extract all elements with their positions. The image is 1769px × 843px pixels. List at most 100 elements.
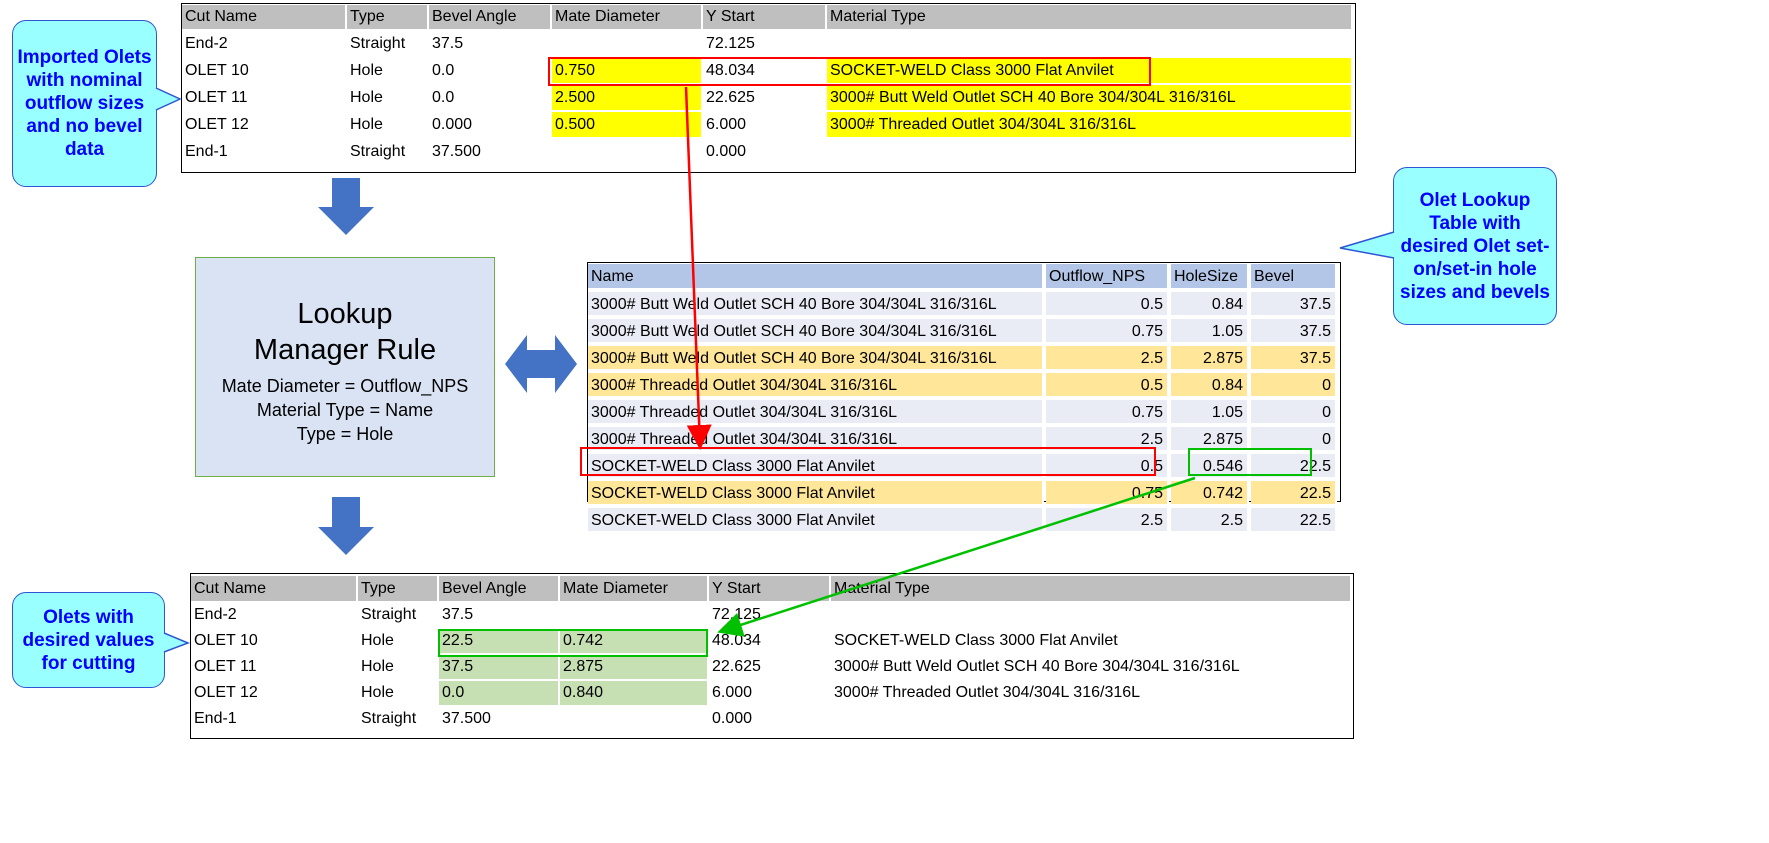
- table-row: 3000# Threaded Outlet 304/304L 316/316L 0…: [588, 400, 1340, 427]
- table-cell: 3000# Threaded Outlet 304/304L 316/316L: [588, 400, 1044, 425]
- table-cell: 0.750: [552, 58, 701, 83]
- column-header: Bevel Angle: [429, 5, 550, 29]
- table-cell: 0.0: [439, 681, 558, 705]
- table-cell: 6.000: [712, 684, 753, 701]
- table-cell: 0.5: [1046, 373, 1169, 398]
- table-cell: 2.5: [1046, 508, 1169, 533]
- table-cell: Hole: [350, 116, 383, 133]
- table-cell: 22.5: [1251, 508, 1337, 533]
- table-cell: Hole: [350, 89, 383, 106]
- rule-title: Lookup Manager Rule: [253, 298, 437, 366]
- lookup-manager-rule: Lookup Manager Rule Mate Diameter = Outf…: [195, 257, 495, 477]
- table-cell: Straight: [361, 710, 417, 727]
- table-cell: 22.5: [1251, 481, 1337, 506]
- table-cell: 2.5: [1171, 508, 1249, 533]
- table-row: SOCKET-WELD Class 3000 Flat Anvilet 2.5 2.…: [588, 508, 1340, 535]
- table-cell: 0.840: [560, 681, 707, 705]
- table-row: 3000# Butt Weld Outlet SCH 40 Bore 304/3…: [588, 292, 1340, 319]
- table-row: 3000# Butt Weld Outlet SCH 40 Bore 304/3…: [588, 319, 1340, 346]
- table-row: 3000# Threaded Outlet 304/304L 316/316L 0…: [588, 373, 1340, 400]
- table-cell: 2.5: [1046, 346, 1169, 371]
- column-header: HoleSize: [1171, 264, 1249, 290]
- table-cell: Hole: [361, 632, 394, 649]
- result-olets-table: Cut Name Type Bevel Angle Mate Diameter Y St…: [190, 573, 1354, 739]
- table-cell: 37.5: [1251, 292, 1337, 317]
- table-cell: 0: [1251, 400, 1337, 425]
- table-cell: 0: [1251, 373, 1337, 398]
- table-cell: 0.742: [1171, 481, 1249, 506]
- table-cell: 0.0: [432, 89, 455, 106]
- table-cell: [831, 707, 1350, 731]
- table-cell: 3000# Butt Weld Outlet SCH 40 Bore 304/3…: [588, 319, 1044, 344]
- column-header: Y Start: [709, 576, 829, 601]
- table-cell: Hole: [361, 684, 394, 701]
- table-cell: 72.125: [706, 35, 755, 52]
- table-cell: OLET 10: [185, 62, 249, 79]
- table-cell: [827, 31, 1351, 56]
- table-cell: 37.5: [432, 35, 464, 52]
- table-cell: SOCKET-WELD Class 3000 Flat Anvilet: [834, 632, 1118, 649]
- table-cell: 1.05: [1171, 319, 1249, 344]
- column-header: Bevel Angle: [439, 576, 558, 601]
- table-row: 3000# Butt Weld Outlet SCH 40 Bore 304/3…: [588, 346, 1340, 373]
- green-highlight-result: [438, 629, 708, 657]
- down-arrow-icon: [318, 178, 374, 235]
- table-cell: OLET 10: [194, 632, 258, 649]
- column-header: Material Type: [827, 5, 1351, 29]
- table-cell: 0.75: [1046, 481, 1169, 506]
- table-cell: 2.500: [552, 85, 701, 110]
- table-cell: End-2: [194, 606, 237, 623]
- table-cell: Hole: [350, 62, 383, 79]
- column-header: Cut Name: [182, 5, 345, 29]
- table-cell: 1.05: [1171, 400, 1249, 425]
- table-cell: 2.875: [1171, 346, 1249, 371]
- table-cell: 6.000: [706, 116, 747, 133]
- table-header: Name Outflow_NPS HoleSize Bevel: [588, 264, 1340, 292]
- callout-text: Olets with desired values for cutting: [22, 606, 155, 674]
- table-cell: 0.5: [1046, 292, 1169, 317]
- table-cell: Straight: [350, 143, 406, 160]
- table-cell: 37.5: [1251, 346, 1337, 371]
- table-cell: 22.5: [439, 629, 558, 653]
- column-header: Mate Diameter: [560, 576, 707, 601]
- table-cell: [831, 603, 1350, 627]
- table-cell: 37.500: [442, 710, 491, 727]
- table-cell: 0.75: [1046, 400, 1169, 425]
- table-cell: 0: [1251, 427, 1337, 452]
- table-cell: 3000# Threaded Outlet 304/304L 316/316L: [834, 684, 1141, 701]
- red-highlight-imported: [548, 57, 1151, 86]
- column-header: Y Start: [703, 5, 825, 29]
- table-cell: 3000# Butt Weld Outlet SCH 40 Bore 304/3…: [834, 658, 1240, 675]
- table-row: OLET 11 Hole 0.0 2.500 22.625 3000# Butt Weld…: [182, 85, 1355, 112]
- table-cell: 0.500: [552, 112, 701, 137]
- callout-imported: Imported Olets with nominal outflow size…: [12, 20, 157, 187]
- table-row: OLET 12 Hole 0.0 0.840 6.000 3000# Threaded O…: [191, 681, 1353, 707]
- table-cell: SOCKET-WELD Class 3000 Flat Anvilet: [588, 481, 1044, 506]
- rule-line-2: Material Type = Name: [256, 400, 434, 420]
- table-cell: [827, 139, 1351, 164]
- column-header: Material Type: [831, 576, 1350, 601]
- table-cell: Straight: [361, 606, 417, 623]
- table-cell: 22.5: [1251, 454, 1337, 479]
- callout-text: Imported Olets with nominal outflow size…: [17, 47, 152, 160]
- table-cell: 22.625: [712, 658, 761, 675]
- table-cell: OLET 11: [185, 89, 248, 106]
- table-cell: 3000# Threaded Outlet 304/304L 316/316L: [827, 112, 1351, 137]
- rule-line-1: Mate Diameter = Outflow_NPS: [221, 376, 469, 396]
- table-cell: End-2: [185, 35, 228, 52]
- table-cell: 3000# Butt Weld Outlet SCH 40 Bore 304/3…: [588, 292, 1044, 317]
- column-header: Outflow_NPS: [1046, 264, 1169, 290]
- table-cell: 0.000: [706, 143, 747, 160]
- table-cell: 2.875: [560, 655, 707, 679]
- callout-result: Olets with desired values for cutting: [12, 592, 165, 688]
- table-cell: 0.000: [712, 710, 753, 727]
- down-arrow-icon: [318, 497, 374, 555]
- table-cell: 48.034: [712, 632, 761, 649]
- table-cell: OLET 12: [185, 116, 249, 133]
- table-cell: [552, 31, 701, 56]
- column-header: Type: [347, 5, 427, 29]
- table-cell: 0.742: [560, 629, 707, 653]
- table-row: SOCKET-WELD Class 3000 Flat Anvilet 0.75 0…: [588, 481, 1340, 508]
- table-cell: SOCKET-WELD Class 3000 Flat Anvilet: [827, 58, 1351, 83]
- table-cell: 37.5: [439, 655, 558, 679]
